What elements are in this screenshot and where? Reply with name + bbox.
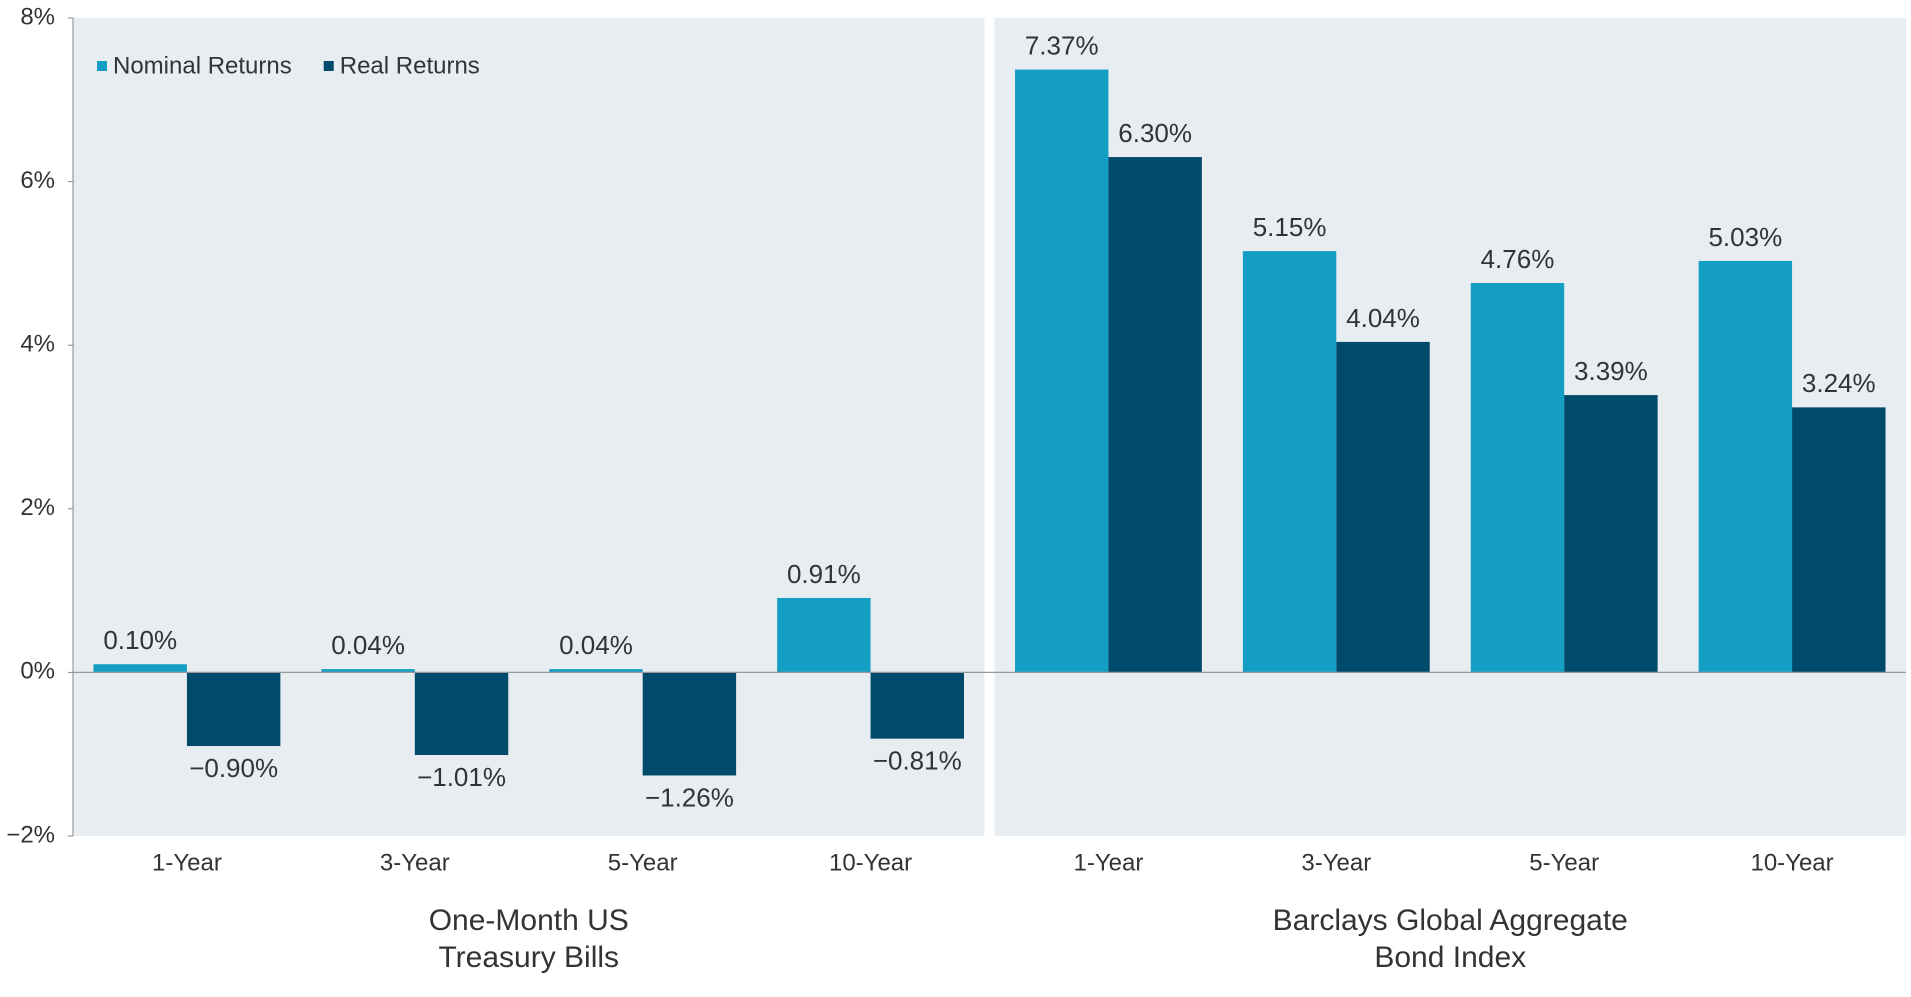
y-tick-label: 6% <box>20 167 55 194</box>
bar <box>1698 260 1793 673</box>
data-label: 4.76% <box>1481 244 1555 274</box>
data-label: 3.24% <box>1802 368 1876 398</box>
bar <box>1564 395 1658 673</box>
y-tick-label: 4% <box>20 331 55 358</box>
data-label: 4.04% <box>1346 303 1420 333</box>
x-tick-label: 3-Year <box>380 849 450 876</box>
y-tick-label: 8% <box>20 3 55 30</box>
bar <box>1470 283 1565 673</box>
bar <box>1242 251 1337 673</box>
bar <box>414 672 509 756</box>
legend-label: Real Returns <box>340 52 480 79</box>
bar <box>321 669 415 673</box>
data-label: −1.26% <box>645 782 734 812</box>
data-label: 6.30% <box>1118 118 1192 148</box>
bar <box>186 672 281 747</box>
data-label: 0.91% <box>787 559 861 589</box>
x-tick-label: 10-Year <box>1750 849 1833 876</box>
bar <box>777 597 871 673</box>
group-label: Bond Index <box>1374 941 1526 974</box>
group-label: Barclays Global Aggregate <box>1273 904 1628 937</box>
data-label: −0.81% <box>873 746 962 776</box>
y-tick-label: −2% <box>6 821 55 848</box>
y-tick-label: 0% <box>20 658 55 685</box>
bar <box>1108 157 1202 673</box>
bar <box>549 669 643 673</box>
data-label: 0.04% <box>559 630 633 660</box>
y-tick-label: 2% <box>20 494 55 521</box>
group-label: Treasury Bills <box>438 941 619 974</box>
bar <box>93 664 187 673</box>
data-label: 0.10% <box>103 625 177 655</box>
x-tick-label: 5-Year <box>1529 849 1599 876</box>
bar <box>1792 407 1886 673</box>
legend-swatch <box>97 61 107 71</box>
legend-swatch <box>323 61 334 71</box>
x-tick-label: 5-Year <box>608 849 678 876</box>
x-tick-label: 1-Year <box>1074 849 1144 876</box>
bar <box>1336 341 1430 673</box>
x-tick-label: 10-Year <box>829 849 912 876</box>
x-tick-label: 3-Year <box>1301 849 1371 876</box>
data-label: 0.04% <box>331 630 405 660</box>
bar <box>870 672 964 739</box>
x-tick-label: 1-Year <box>152 849 222 876</box>
bar <box>1015 69 1109 673</box>
data-label: −0.90% <box>189 753 278 783</box>
legend-label: Nominal Returns <box>113 52 292 79</box>
bar <box>642 672 737 776</box>
data-label: −1.01% <box>417 762 506 792</box>
data-label: 5.03% <box>1708 222 1782 252</box>
data-label: 7.37% <box>1025 30 1099 60</box>
data-label: 3.39% <box>1574 356 1648 386</box>
data-label: 5.15% <box>1253 212 1327 242</box>
group-label: One-Month US <box>429 904 629 937</box>
